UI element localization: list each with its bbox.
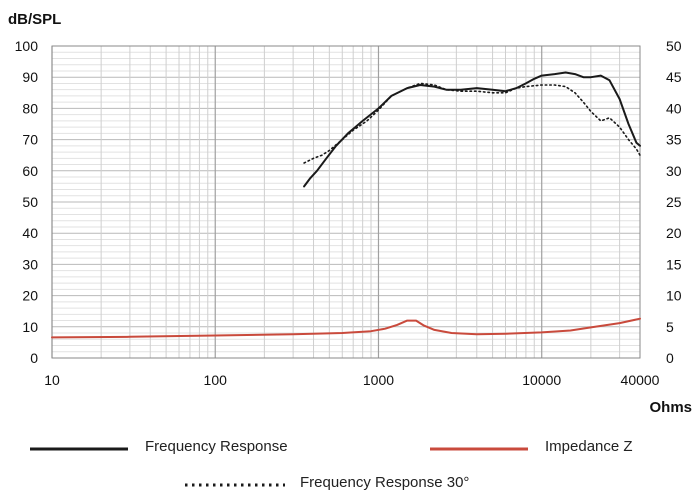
series-line-frequency-response-30 [303, 82, 641, 164]
x-axis-unit-label: Ohms [649, 399, 692, 416]
y-left-tick-label: 20 [22, 288, 38, 304]
legend-label-frequency-response-30: Frequency Response 30° [300, 474, 469, 491]
y-right-tick-label: 45 [666, 69, 682, 85]
y-right-tick-label: 35 [666, 132, 682, 148]
series-line-impedance-z [51, 317, 641, 339]
y-right-tick-label: 30 [666, 163, 682, 179]
y-left-tick-label: 10 [22, 319, 38, 335]
y-left-tick-label: 80 [22, 100, 38, 116]
y-right-tick-label: 10 [666, 288, 682, 304]
axis-ticks: 10 100 1000 10000 40000010203040506070809010… [15, 38, 682, 388]
y-left-tick-label: 30 [22, 256, 38, 272]
y-right-tick-label: 40 [666, 100, 682, 116]
y-right-tick-label: 15 [666, 256, 682, 272]
plot-grid [51, 45, 641, 359]
y-axis-label: dB/SPL [8, 11, 61, 28]
y-right-tick-label: 50 [666, 38, 682, 54]
y-left-tick-label: 40 [22, 225, 38, 241]
y-left-tick-label: 70 [22, 132, 38, 148]
x-tick-label: 40000 [621, 372, 660, 388]
plot-frame [51, 45, 641, 359]
legend-label-frequency-response: Frequency Response [145, 438, 288, 455]
x-tick-label: 1000 [363, 372, 394, 388]
legend-label-impedance: Impedance Z [545, 438, 633, 455]
series-line-frequency-response [303, 71, 641, 188]
y-left-tick-label: 50 [22, 194, 38, 210]
y-left-tick-label: 100 [15, 38, 39, 54]
x-tick-label: 10000 [522, 372, 561, 388]
y-right-tick-label: 25 [666, 194, 682, 210]
x-tick-label: 10 [44, 372, 60, 388]
y-left-tick-label: 90 [22, 69, 38, 85]
y-left-tick-label: 60 [22, 163, 38, 179]
y-right-tick-label: 0 [666, 350, 674, 366]
y-right-tick-label: 5 [666, 319, 674, 335]
y-left-tick-label: 0 [30, 350, 38, 366]
series-layer [51, 71, 641, 339]
legend: Frequency Response Impedance Z Frequency… [30, 438, 633, 491]
y-right-tick-label: 20 [666, 225, 682, 241]
x-tick-label: 100 [204, 372, 228, 388]
